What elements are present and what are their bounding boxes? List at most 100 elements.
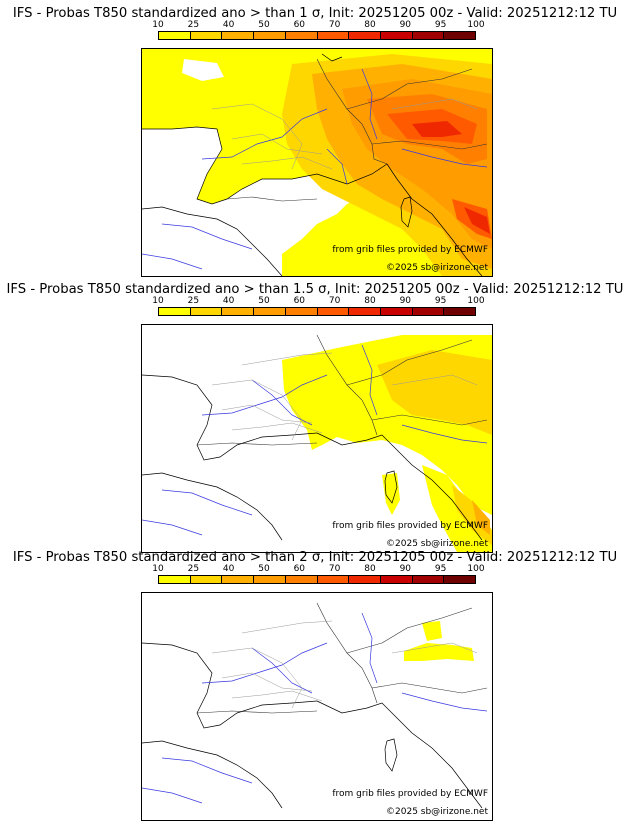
data-source-credit: from grib files provided by ECMWF (332, 521, 488, 531)
admin-border (211, 379, 303, 441)
admin-border (221, 672, 313, 692)
coastline (386, 163, 483, 276)
map-panel-1sigma: IFS - Probas T850 standardized ano > tha… (0, 0, 630, 277)
data-source-credit: from grib files provided by ECMWF (332, 245, 488, 255)
river (401, 692, 488, 712)
colorbar-tick-label: 60 (293, 20, 306, 30)
colorbar-tick-label: 80 (364, 564, 376, 574)
colorbar: 10 25 40 50 60 70 80 90 95 100 (152, 20, 485, 42)
island-outline (400, 196, 413, 228)
colorbar-tick-label: 100 (467, 20, 485, 30)
probability-map (142, 334, 492, 552)
panel-title: IFS - Probas T850 standardized ano > tha… (12, 6, 618, 21)
river (251, 647, 313, 694)
colorbar-swatch (444, 308, 476, 315)
river (361, 68, 378, 140)
map-panel-1-5sigma: IFS - Probas T850 standardized ano > tha… (0, 276, 630, 553)
colorbar-tick-label: 100 (467, 296, 485, 306)
colorbar-swatch (254, 32, 286, 39)
colorbar-swatch (317, 576, 350, 583)
river (326, 148, 348, 185)
river (361, 344, 378, 416)
colorbar-swatch (349, 576, 381, 583)
coastline (321, 53, 343, 62)
panel-title: IFS - Probas T850 standardized ano > tha… (6, 282, 624, 297)
colorbar-tick-label: 95 (434, 296, 447, 306)
country-border (346, 607, 473, 654)
colorbar-tick-label: 90 (399, 296, 412, 306)
colorbar-swatch (190, 32, 223, 39)
colorbar-swatches (158, 31, 476, 40)
river (161, 757, 253, 784)
colorbar-swatch (159, 576, 191, 583)
coastline (142, 126, 388, 205)
colorbar-tick-label: 80 (364, 296, 376, 306)
colorbar: 10 25 40 50 60 70 80 90 95 100 (152, 564, 485, 586)
admin-border (391, 642, 478, 654)
colorbar-tick-label: 40 (222, 564, 235, 574)
map-view: from grib files provided by ECMWF ©2025 … (141, 48, 493, 277)
copyright-credit: ©2025 sb@irizone.net (386, 263, 488, 273)
river (142, 519, 203, 536)
colorbar-swatch (380, 576, 413, 583)
river (142, 787, 203, 804)
copyright-credit: ©2025 sb@irizone.net (386, 539, 488, 549)
admin-border (241, 156, 333, 170)
colorbar-swatch (412, 32, 445, 39)
colorbar-tick-label: 40 (222, 296, 235, 306)
river (161, 489, 253, 516)
probability-map (142, 49, 492, 276)
island-outline (384, 470, 398, 504)
colorbar-tick-label: 60 (293, 296, 306, 306)
coastline (316, 432, 483, 541)
prob-area-25 (377, 350, 492, 435)
colorbar-swatch (285, 576, 318, 583)
river (401, 148, 488, 168)
prob-area-10b (404, 643, 474, 661)
colorbar-tick-label: 25 (187, 20, 200, 30)
colorbar-swatch (380, 32, 413, 39)
admin-border (391, 374, 478, 386)
admin-border (231, 690, 323, 702)
admin-border (211, 647, 303, 709)
colorbar-swatch (412, 576, 445, 583)
country-border (346, 339, 473, 386)
colorbar-swatch (317, 308, 350, 315)
colorbar-swatches (158, 575, 476, 584)
colorbar-tick-label: 50 (258, 296, 270, 306)
country-border (371, 140, 488, 150)
colorbar: 10 25 40 50 60 70 80 90 95 100 (152, 296, 485, 318)
colorbar-swatch (349, 308, 381, 315)
island-outline (384, 738, 398, 772)
admin-border (231, 422, 323, 434)
prob-area-10 (422, 621, 442, 641)
colorbar-tick-label: 90 (399, 564, 412, 574)
admin-border (231, 133, 323, 155)
colorbar-tick-label: 50 (258, 564, 270, 574)
colorbar-tick-label: 100 (467, 564, 485, 574)
map-view: from grib files provided by ECMWF ©2025 … (141, 324, 493, 553)
colorbar-tick-label: 70 (328, 564, 341, 574)
colorbar-swatches (158, 307, 476, 316)
map-panel-2sigma: IFS - Probas T850 standardized ano > tha… (0, 544, 630, 821)
colorbar-swatch (349, 32, 381, 39)
data-source-credit: from grib files provided by ECMWF (332, 789, 488, 799)
colorbar-swatch (222, 576, 255, 583)
admin-border (241, 352, 333, 366)
colorbar-swatch (190, 308, 223, 315)
coastline (142, 740, 283, 809)
colorbar-labels: 10 25 40 50 60 70 80 90 95 100 (152, 564, 484, 574)
probability-map (142, 602, 488, 809)
colorbar-swatch (254, 308, 286, 315)
colorbar-swatch (380, 308, 413, 315)
colorbar-swatch (159, 308, 191, 315)
country-border (346, 68, 473, 110)
colorbar-swatch (317, 32, 350, 39)
river (401, 424, 488, 444)
colorbar-swatch (285, 32, 318, 39)
colorbar-tick-label: 25 (187, 296, 200, 306)
colorbar-tick-label: 10 (152, 296, 164, 306)
country-border (196, 442, 318, 446)
colorbar-tick-label: 50 (258, 20, 270, 30)
colorbar-tick-label: 40 (222, 20, 235, 30)
